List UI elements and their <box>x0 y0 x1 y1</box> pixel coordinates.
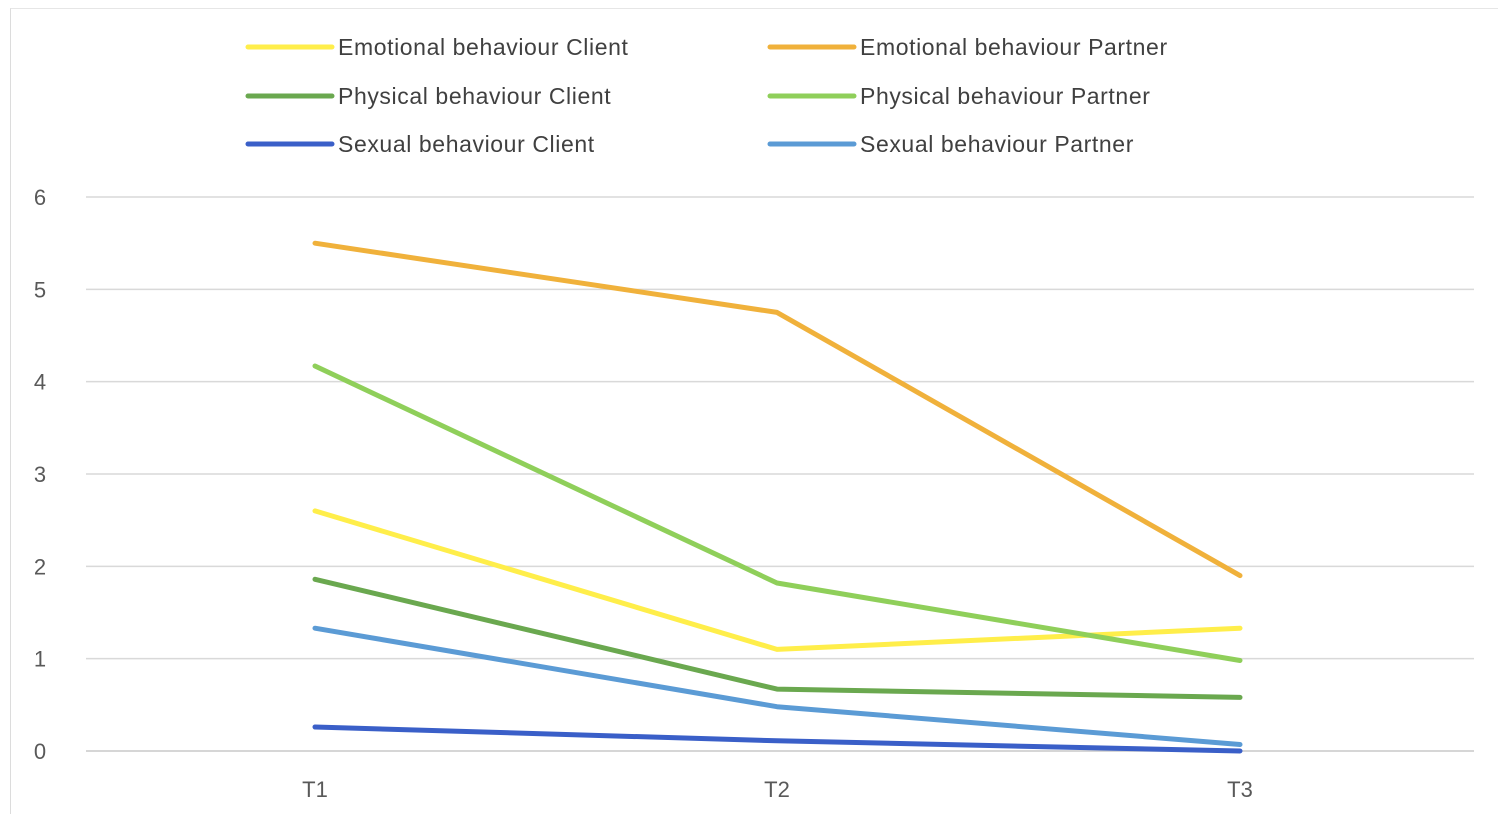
gridlines <box>86 196 1474 752</box>
series-line-emotional-behaviour-client <box>312 508 1243 652</box>
x-tick-label: T3 <box>1227 777 1253 802</box>
y-tick-label: 0 <box>34 739 46 764</box>
chart-frame <box>10 8 1498 814</box>
legend-entry-label: Emotional behaviour Partner <box>860 34 1168 60</box>
legend-entry-label: Sexual behaviour Partner <box>860 131 1134 157</box>
legend-entry-label: Physical behaviour Partner <box>860 83 1150 109</box>
y-axis-ticks: 0 1 2 3 4 5 6 <box>34 185 46 764</box>
legend-entry-label: Emotional behaviour Client <box>338 34 628 60</box>
y-tick-label: 5 <box>34 277 46 302</box>
y-tick-label: 2 <box>34 554 46 579</box>
series-line-sexual-behaviour-partner <box>312 625 1243 747</box>
legend-entry-label: Physical behaviour Client <box>338 83 611 109</box>
legend-entry-label: Sexual behaviour Client <box>338 131 595 157</box>
series-line-emotional-behaviour-partner <box>312 240 1243 579</box>
series-line-sexual-behaviour-client <box>312 724 1243 754</box>
series-line-physical-behaviour-partner <box>312 363 1243 663</box>
x-axis-ticks: T1 T2 T3 <box>302 777 1253 802</box>
series-line-physical-behaviour-client <box>312 576 1243 700</box>
series-lines <box>312 240 1243 754</box>
x-tick-label: T2 <box>764 777 790 802</box>
legend: Emotional behaviour Client Emotional beha… <box>245 34 1168 157</box>
x-tick-label: T1 <box>302 777 328 802</box>
y-tick-label: 3 <box>34 462 46 487</box>
y-tick-label: 6 <box>34 185 46 210</box>
y-tick-label: 1 <box>34 647 46 672</box>
y-tick-label: 4 <box>34 370 46 395</box>
